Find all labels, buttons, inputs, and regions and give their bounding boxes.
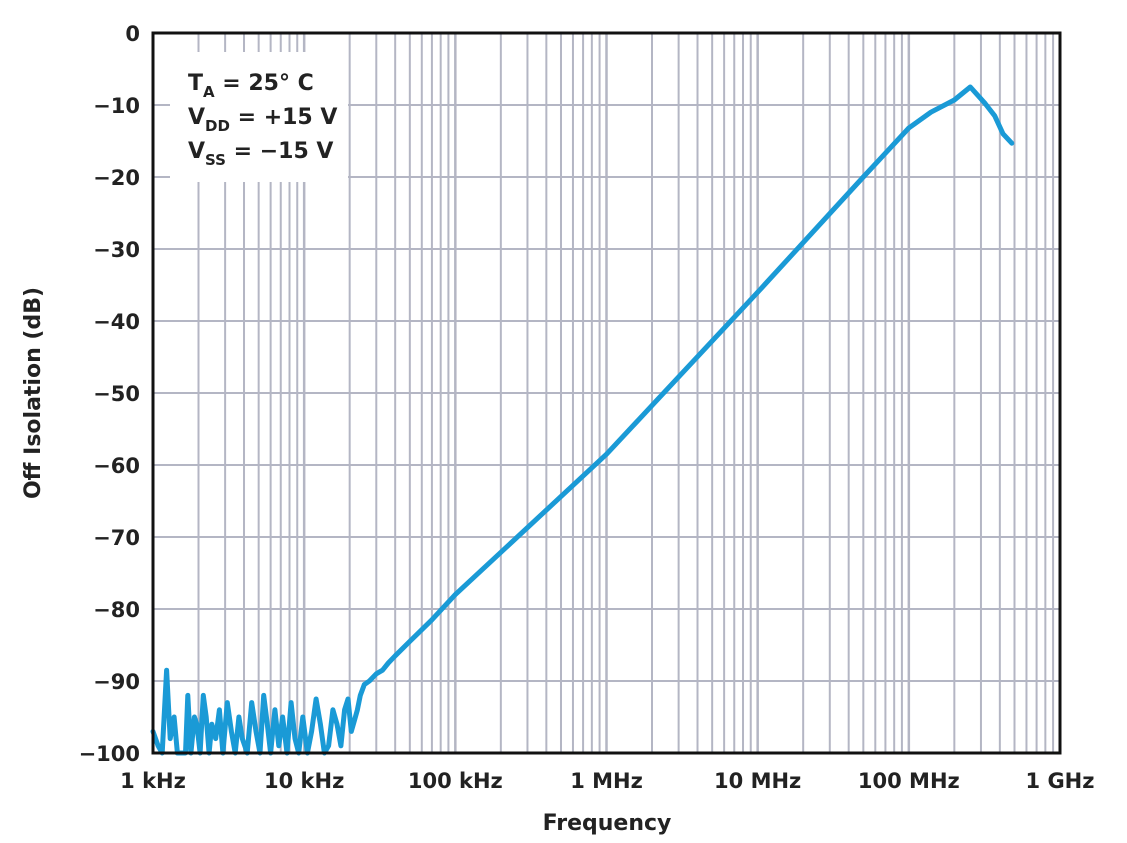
off-isolation-series-line <box>150 84 1015 756</box>
legend-background <box>170 52 348 182</box>
y-tick-label: −100 <box>79 742 140 766</box>
x-tick-label: 1 GHz <box>1026 769 1095 793</box>
y-tick-label: −80 <box>93 598 140 622</box>
y-tick-label: 0 <box>125 22 140 46</box>
y-tick-label: −10 <box>93 94 140 118</box>
y-tick-label: −70 <box>93 526 140 550</box>
x-tick-label: 10 kHz <box>264 769 344 793</box>
series-layer <box>150 84 1015 756</box>
y-tick-label: −20 <box>93 166 140 190</box>
plot-frame <box>151 31 1062 755</box>
x-tick-label: 1 kHz <box>120 769 186 793</box>
y-tick-label: −60 <box>93 454 140 478</box>
y-tick-labels: 0 −10 −20 −30 −40 −50 −60 −70 −80 −90 −100 <box>79 22 140 766</box>
y-tick-label: −90 <box>93 670 140 694</box>
x-tick-label: 100 kHz <box>408 769 503 793</box>
y-tick-label: −40 <box>93 310 140 334</box>
y-axis-label: Off Isolation (dB) <box>21 287 46 499</box>
condition-label: TA = 25° C <box>188 71 314 101</box>
y-tick-label: −30 <box>93 238 140 262</box>
x-tick-labels: 1 kHz 10 kHz 100 kHz 1 MHz 10 MHz 100 MHz 1 GH… <box>120 769 1094 793</box>
conditions-legend: TA = 25° C VDD = +15 V VSS = −15 V <box>170 52 348 182</box>
x-tick-label: 1 MHz <box>570 769 643 793</box>
x-tick-label: 10 MHz <box>714 769 801 793</box>
condition-label: VDD = +15 V <box>188 105 337 135</box>
x-tick-label: 100 MHz <box>858 769 960 793</box>
y-tick-label: −50 <box>93 382 140 406</box>
condition-label: VSS = −15 V <box>188 139 333 169</box>
x-axis-label: Frequency <box>543 811 672 836</box>
